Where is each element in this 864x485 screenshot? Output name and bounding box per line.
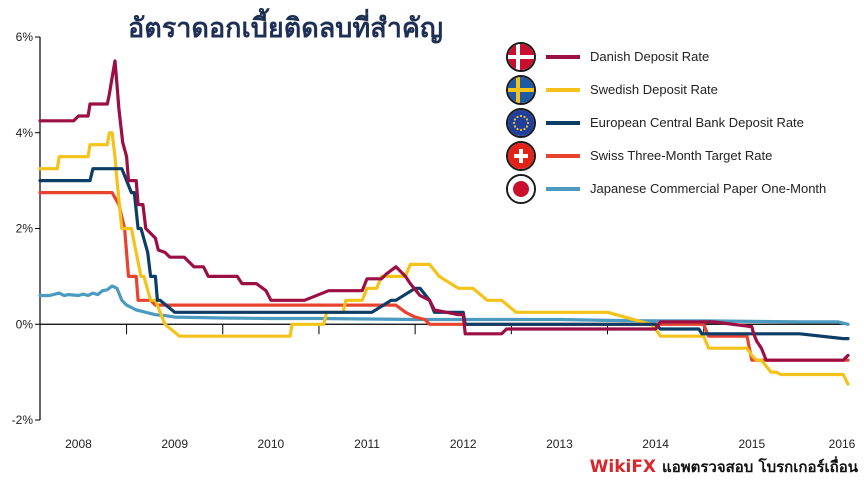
- x-tick-label: 2012: [450, 437, 477, 451]
- y-tick-label: 2%: [16, 222, 34, 236]
- x-tick-label: 2014: [642, 437, 669, 451]
- footer-text: แอพตรวจสอบ โบรกเกอร์เถื่อน: [662, 458, 858, 476]
- legend-swatch: [546, 121, 580, 125]
- legend-swatch: [546, 55, 580, 59]
- denmark-flag-icon: [506, 42, 536, 72]
- chart-ticks: -2% 0% 2% 4% 6% 2008 2009 2010 2011 2012 2013 2014 2…: [12, 30, 856, 451]
- legend-item-swiss: Swiss Three-Month Target Rate: [506, 141, 856, 171]
- x-tick-label: 2015: [738, 437, 765, 451]
- x-tick-label: 2008: [65, 437, 92, 451]
- legend-swatch: [546, 187, 580, 191]
- legend-label: European Central Bank Deposit Rate: [590, 115, 804, 130]
- chart-title: อัตราดอกเบี้ยติดลบที่สำคัญ: [128, 13, 443, 44]
- y-tick-label: 0%: [16, 317, 34, 331]
- series-line-0: [38, 59, 850, 362]
- y-tick-label: -2%: [12, 413, 34, 427]
- series-line-1: [38, 131, 850, 386]
- legend-label: Danish Deposit Rate: [590, 49, 710, 64]
- legend-label: Swiss Three-Month Target Rate: [590, 148, 773, 163]
- x-tick-label: 2009: [161, 437, 188, 451]
- x-tick-label: 2011: [354, 437, 380, 451]
- eu-flag-icon: [506, 108, 536, 138]
- footer-watermark: WikiFX แอพตรวจสอบ โบรกเกอร์เถื่อน: [590, 455, 858, 479]
- series-line-3: [38, 191, 850, 362]
- legend-label: Swedish Deposit Rate: [590, 82, 718, 97]
- legend-swatch: [546, 154, 580, 158]
- y-tick-label: 4%: [16, 126, 34, 140]
- switzerland-flag-icon: [506, 141, 536, 171]
- footer-brand: WikiFX: [589, 457, 657, 477]
- legend-item-swedish: Swedish Deposit Rate: [506, 75, 856, 105]
- series-line-2: [38, 167, 850, 341]
- legend-item-ecb: European Central Bank Deposit Rate: [506, 108, 856, 138]
- legend-item-japanese: Japanese Commercial Paper One-Month: [506, 174, 856, 204]
- legend-label: Japanese Commercial Paper One-Month: [590, 181, 827, 196]
- x-tick-label: 2016: [829, 437, 856, 451]
- sweden-flag-icon: [506, 75, 536, 105]
- legend-swatch: [546, 88, 580, 92]
- series-line-4: [38, 284, 850, 326]
- x-tick-label: 2010: [258, 437, 285, 451]
- chart-series-lines: [38, 59, 850, 386]
- legend-item-danish: Danish Deposit Rate: [506, 42, 856, 72]
- x-tick-label: 2013: [546, 437, 573, 451]
- japan-flag-icon: [506, 174, 536, 204]
- y-tick-label: 6%: [16, 30, 34, 44]
